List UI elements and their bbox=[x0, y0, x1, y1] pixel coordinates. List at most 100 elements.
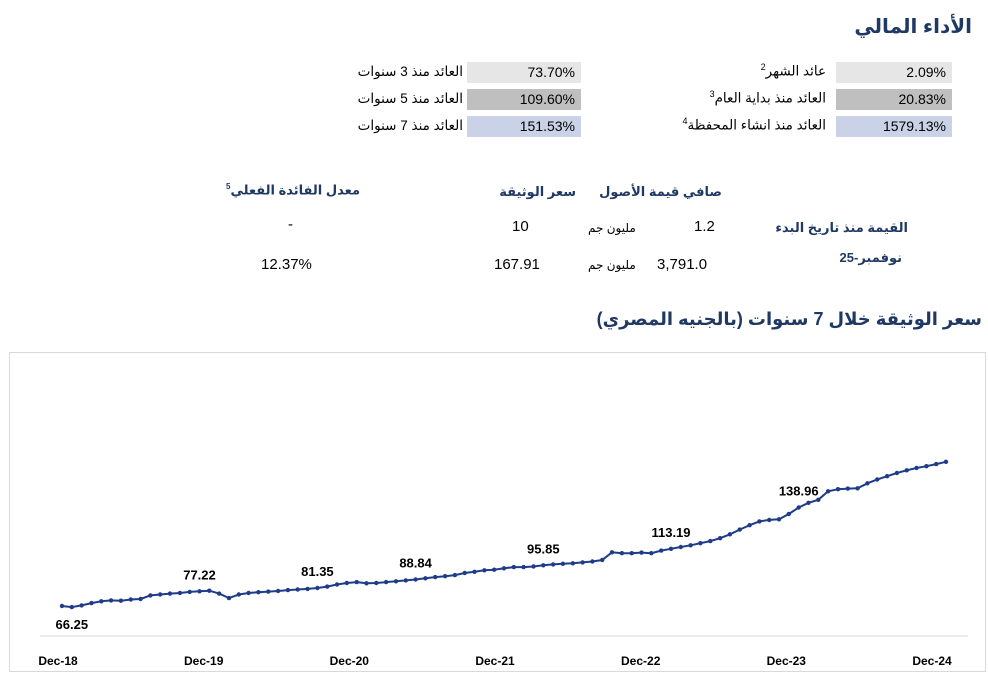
data-point bbox=[796, 505, 801, 510]
x-tick-label: Dec-23 bbox=[767, 654, 807, 668]
start-yield: - bbox=[288, 216, 293, 233]
data-point bbox=[197, 589, 202, 594]
data-point bbox=[835, 487, 841, 492]
data-point bbox=[374, 580, 379, 586]
data-point bbox=[207, 588, 212, 593]
data-label: 113.19 bbox=[651, 525, 690, 540]
data-point bbox=[904, 468, 909, 473]
data-point bbox=[727, 532, 733, 537]
data-label: 66.25 bbox=[56, 617, 89, 632]
x-tick-label: Dec-21 bbox=[475, 654, 515, 668]
data-point bbox=[609, 550, 615, 555]
data-point bbox=[236, 592, 241, 597]
data-point bbox=[59, 603, 65, 609]
data-point bbox=[138, 596, 143, 602]
page-title: الأداء المالي bbox=[854, 16, 972, 38]
data-point bbox=[688, 543, 693, 548]
return-label-inception: العائد منذ انشاء المحفظة4 bbox=[682, 116, 826, 133]
return-value-5y: 109.60% bbox=[467, 89, 581, 110]
data-point bbox=[767, 517, 772, 523]
data-point bbox=[315, 585, 320, 591]
data-point bbox=[757, 519, 762, 524]
data-point bbox=[934, 461, 939, 467]
data-point bbox=[560, 561, 566, 566]
current-nav-unit: مليون جم bbox=[588, 258, 636, 272]
data-point bbox=[79, 603, 84, 608]
data-point bbox=[531, 564, 536, 569]
data-label: 138.96 bbox=[779, 484, 819, 499]
data-point bbox=[865, 481, 870, 486]
data-point bbox=[99, 599, 104, 604]
data-point bbox=[354, 579, 359, 585]
data-point bbox=[148, 593, 153, 598]
data-point bbox=[364, 581, 369, 586]
data-point bbox=[275, 588, 281, 594]
data-point bbox=[717, 536, 723, 541]
data-point bbox=[246, 590, 251, 596]
return-value-ytd: 20.83% bbox=[836, 89, 952, 110]
data-point bbox=[737, 527, 742, 532]
data-point bbox=[943, 459, 949, 464]
data-point bbox=[511, 564, 516, 570]
data-point bbox=[825, 489, 831, 494]
data-point bbox=[433, 574, 438, 580]
row-label-current: نوفمبر-25 bbox=[839, 250, 902, 265]
data-point bbox=[462, 570, 467, 576]
data-point bbox=[305, 586, 310, 592]
data-point bbox=[845, 486, 850, 491]
data-point bbox=[285, 587, 291, 593]
data-point bbox=[89, 600, 94, 606]
data-point bbox=[816, 497, 821, 502]
return-label-7y: العائد منذ 7 سنوات bbox=[357, 118, 463, 133]
header-nav: صافي قيمة الأصول bbox=[599, 184, 722, 199]
data-point bbox=[914, 465, 919, 471]
data-label: 77.22 bbox=[183, 567, 216, 582]
data-point bbox=[649, 551, 654, 556]
data-point bbox=[570, 561, 575, 566]
data-point bbox=[580, 560, 585, 565]
data-point bbox=[344, 580, 349, 586]
data-point bbox=[629, 551, 634, 556]
data-point bbox=[747, 523, 752, 528]
header-yield: معدل الفائدة الفعلي5 bbox=[226, 182, 360, 198]
data-point bbox=[128, 597, 133, 602]
data-point bbox=[472, 569, 477, 574]
current-price: 167.91 bbox=[494, 256, 540, 273]
return-value-month: 2.09% bbox=[836, 62, 952, 83]
data-point bbox=[442, 574, 448, 579]
data-point bbox=[501, 566, 507, 571]
data-point bbox=[393, 579, 399, 584]
data-point bbox=[187, 589, 192, 595]
data-point bbox=[452, 572, 458, 578]
data-point bbox=[590, 559, 595, 564]
data-point bbox=[806, 500, 811, 505]
data-point bbox=[334, 582, 340, 587]
data-point bbox=[217, 591, 222, 596]
x-tick-label: Dec-18 bbox=[38, 654, 78, 668]
x-tick-label: Dec-20 bbox=[330, 654, 370, 668]
data-point bbox=[482, 568, 487, 573]
data-point bbox=[776, 517, 782, 522]
chart-title: سعر الوثيقة خلال 7 سنوات (بالجنيه المصري… bbox=[596, 309, 982, 329]
return-label-3y: العائد منذ 3 سنوات bbox=[357, 64, 463, 79]
data-point bbox=[492, 567, 497, 572]
return-label-5y: العائد منذ 5 سنوات bbox=[357, 91, 463, 106]
header-price: سعر الوثيقة bbox=[499, 184, 576, 199]
data-point bbox=[266, 589, 271, 594]
x-tick-label: Dec-24 bbox=[912, 654, 952, 668]
data-point bbox=[413, 577, 418, 582]
data-point bbox=[924, 464, 929, 469]
data-point bbox=[177, 590, 183, 596]
data-point bbox=[894, 470, 900, 476]
data-point bbox=[619, 551, 625, 556]
data-point bbox=[639, 550, 644, 555]
data-point bbox=[698, 541, 703, 546]
return-value-inception: 1579.13% bbox=[836, 116, 952, 137]
data-point bbox=[118, 598, 124, 603]
data-point bbox=[786, 511, 791, 517]
data-point bbox=[167, 591, 173, 596]
current-yield: 12.37% bbox=[261, 256, 312, 273]
x-tick-label: Dec-19 bbox=[184, 654, 224, 668]
return-label-ytd: العائد منذ بداية العام3 bbox=[709, 89, 826, 106]
